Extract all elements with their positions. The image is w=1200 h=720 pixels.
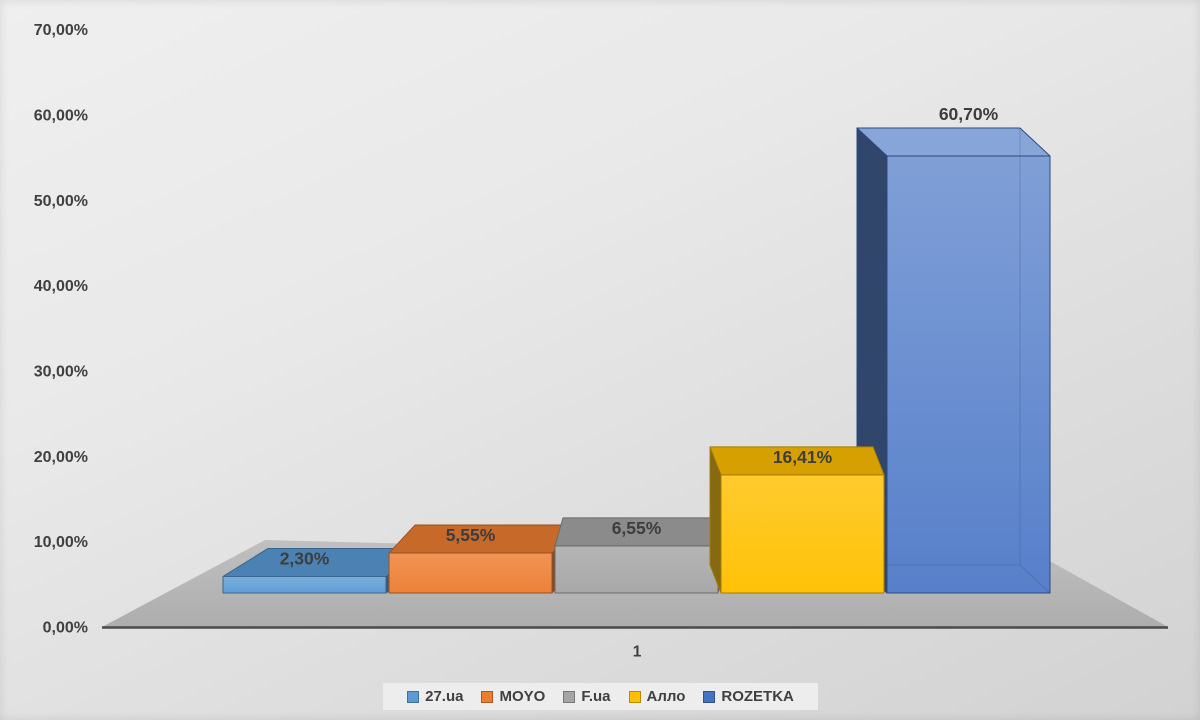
legend-item-Алло[interactable]: Алло: [628, 688, 686, 705]
x-axis-category-label: 1: [633, 644, 642, 661]
legend-label: ROZETKA: [721, 688, 794, 705]
data-label-ROZETKA: 60,70%: [939, 104, 999, 124]
bar-back-edge: [1019, 564, 1051, 594]
legend-swatch-27.ua: [407, 690, 420, 703]
bar-ROZETKA[interactable]: [856, 127, 1051, 594]
y-axis-tick-label: 60,00%: [34, 108, 88, 125]
data-label-MOYO: 5,55%: [446, 525, 496, 545]
data-label-F.ua: 6,55%: [612, 518, 662, 538]
legend-item-27.ua[interactable]: 27.ua: [407, 688, 463, 705]
data-label-27.ua: 2,30%: [280, 548, 330, 568]
y-axis-tick-label: 20,00%: [34, 449, 88, 466]
bar-top-face: [856, 127, 1051, 157]
y-axis-tick-label: 30,00%: [34, 364, 88, 381]
bar-Алло[interactable]: [709, 446, 885, 594]
bar-front-face: [886, 155, 1051, 594]
bar-front-face: [222, 575, 387, 594]
legend-item-MOYO[interactable]: MOYO: [481, 688, 545, 705]
y-axis-tick-label: 40,00%: [34, 278, 88, 295]
legend-label: Алло: [646, 688, 686, 705]
chart-legend: 27.ua MOYO F.ua Алло ROZETKA: [383, 683, 818, 710]
legend-label: MOYO: [499, 688, 546, 705]
bar-front-face: [554, 545, 719, 594]
legend-item-F.ua[interactable]: F.ua: [563, 688, 611, 705]
y-axis-tick-label: 0,00%: [43, 620, 88, 637]
legend-label: 27.ua: [425, 688, 464, 705]
legend-label: F.ua: [581, 688, 611, 705]
y-axis-tick-label: 50,00%: [34, 193, 88, 210]
y-axis-tick-label: 70,00%: [34, 22, 88, 39]
legend-swatch-Алло: [628, 690, 641, 703]
legend-swatch-F.ua: [563, 690, 576, 703]
legend-swatch-MOYO: [481, 690, 494, 703]
bar-top-face: [709, 446, 885, 476]
bar-front-face: [388, 552, 553, 594]
legend-swatch-ROZETKA: [703, 690, 716, 703]
legend-item-ROZETKA[interactable]: ROZETKA: [703, 688, 794, 705]
data-label-Алло: 16,41%: [773, 447, 833, 467]
bar-front-face: [720, 474, 885, 594]
y-axis-tick-label: 10,00%: [34, 534, 88, 551]
